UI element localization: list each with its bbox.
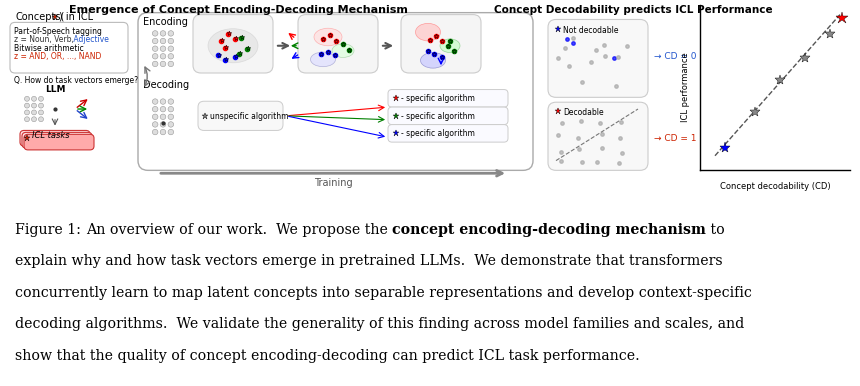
Text: Not decodable: Not decodable bbox=[563, 26, 618, 35]
Circle shape bbox=[152, 61, 158, 67]
Circle shape bbox=[152, 114, 158, 120]
Text: z = Noun, Verb,: z = Noun, Verb, bbox=[14, 35, 74, 44]
Circle shape bbox=[32, 110, 36, 115]
Circle shape bbox=[24, 103, 29, 108]
Text: → CD = 0: → CD = 0 bbox=[654, 52, 697, 61]
Circle shape bbox=[39, 103, 44, 108]
Text: An overview of our work.  We propose the: An overview of our work. We propose the bbox=[86, 223, 392, 237]
Text: → CD = 1: → CD = 1 bbox=[654, 134, 697, 143]
FancyBboxPatch shape bbox=[20, 130, 90, 146]
Circle shape bbox=[39, 110, 44, 115]
Text: show that the quality of concept encoding-decoding can predict ICL task performa: show that the quality of concept encodin… bbox=[15, 349, 640, 362]
Circle shape bbox=[160, 46, 166, 51]
FancyBboxPatch shape bbox=[401, 15, 481, 73]
Ellipse shape bbox=[421, 52, 445, 68]
Circle shape bbox=[160, 114, 166, 120]
Text: ICL tasks: ICL tasks bbox=[32, 131, 70, 140]
Circle shape bbox=[168, 122, 174, 127]
Text: Concept Decodability predicts ICL Performance: Concept Decodability predicts ICL Perfor… bbox=[494, 5, 772, 15]
Circle shape bbox=[168, 114, 174, 120]
FancyBboxPatch shape bbox=[388, 107, 508, 125]
Text: Decodable: Decodable bbox=[563, 108, 604, 117]
FancyBboxPatch shape bbox=[22, 132, 92, 148]
Text: unspecific algorithm: unspecific algorithm bbox=[210, 112, 288, 121]
Circle shape bbox=[160, 38, 166, 44]
Text: - specific algorithm: - specific algorithm bbox=[401, 129, 475, 139]
Circle shape bbox=[168, 107, 174, 112]
Circle shape bbox=[152, 129, 158, 135]
Text: to: to bbox=[706, 223, 725, 237]
Circle shape bbox=[152, 122, 158, 127]
Circle shape bbox=[152, 30, 158, 36]
Circle shape bbox=[24, 117, 29, 122]
Text: z = AND, OR, ..., NAND: z = AND, OR, ..., NAND bbox=[14, 52, 101, 61]
Circle shape bbox=[160, 30, 166, 36]
Text: concurrently learn to map latent concepts into separable representations and dev: concurrently learn to map latent concept… bbox=[15, 286, 752, 300]
Text: Bitwise arithmetic: Bitwise arithmetic bbox=[14, 44, 83, 53]
Ellipse shape bbox=[310, 52, 335, 67]
Circle shape bbox=[168, 54, 174, 59]
Text: ) in ICL: ) in ICL bbox=[59, 12, 93, 22]
Circle shape bbox=[168, 129, 174, 135]
Text: Adjective: Adjective bbox=[71, 35, 109, 44]
Circle shape bbox=[160, 107, 166, 112]
Circle shape bbox=[168, 30, 174, 36]
FancyBboxPatch shape bbox=[388, 90, 508, 107]
Circle shape bbox=[152, 54, 158, 59]
Text: Part-of-Speech tagging: Part-of-Speech tagging bbox=[14, 27, 101, 36]
FancyBboxPatch shape bbox=[138, 13, 533, 170]
FancyBboxPatch shape bbox=[193, 15, 273, 73]
FancyBboxPatch shape bbox=[24, 134, 94, 150]
Text: concept encoding-decoding mechanism: concept encoding-decoding mechanism bbox=[392, 223, 706, 237]
FancyBboxPatch shape bbox=[10, 22, 128, 73]
Circle shape bbox=[32, 96, 36, 101]
Text: Concept decodability (CD): Concept decodability (CD) bbox=[720, 182, 830, 191]
Text: - specific algorithm: - specific algorithm bbox=[401, 95, 475, 103]
Text: Emergence of Concept Encoding-Decoding Mechanism: Emergence of Concept Encoding-Decoding M… bbox=[69, 5, 408, 15]
Ellipse shape bbox=[208, 29, 258, 63]
FancyBboxPatch shape bbox=[388, 125, 508, 142]
Circle shape bbox=[160, 122, 166, 127]
Circle shape bbox=[152, 99, 158, 104]
Text: ICL performance: ICL performance bbox=[680, 53, 690, 122]
Text: Figure 1:: Figure 1: bbox=[15, 223, 86, 237]
Text: Training: Training bbox=[314, 178, 353, 188]
Circle shape bbox=[32, 117, 36, 122]
Circle shape bbox=[39, 117, 44, 122]
FancyBboxPatch shape bbox=[298, 15, 378, 73]
FancyBboxPatch shape bbox=[548, 102, 648, 170]
Circle shape bbox=[152, 38, 158, 44]
Circle shape bbox=[168, 38, 174, 44]
Text: Concepts(: Concepts( bbox=[15, 12, 64, 22]
Circle shape bbox=[152, 46, 158, 51]
Circle shape bbox=[24, 110, 29, 115]
FancyBboxPatch shape bbox=[198, 101, 283, 130]
Circle shape bbox=[39, 96, 44, 101]
Circle shape bbox=[168, 61, 174, 67]
Text: - specific algorithm: - specific algorithm bbox=[401, 112, 475, 121]
Ellipse shape bbox=[415, 24, 440, 41]
Circle shape bbox=[160, 129, 166, 135]
Circle shape bbox=[160, 54, 166, 59]
Text: decoding algorithms.  We validate the generality of this finding across model fa: decoding algorithms. We validate the gen… bbox=[15, 317, 745, 331]
Circle shape bbox=[152, 107, 158, 112]
Circle shape bbox=[160, 61, 166, 67]
Circle shape bbox=[168, 99, 174, 104]
Ellipse shape bbox=[440, 39, 460, 52]
Text: explain why and how task vectors emerge in pretrained LLMs.  We demonstrate that: explain why and how task vectors emerge … bbox=[15, 254, 723, 268]
Ellipse shape bbox=[314, 28, 342, 46]
Circle shape bbox=[168, 46, 174, 51]
Circle shape bbox=[32, 103, 36, 108]
Text: Encoding: Encoding bbox=[143, 17, 187, 27]
FancyBboxPatch shape bbox=[548, 19, 648, 97]
Text: LLM: LLM bbox=[45, 85, 65, 94]
Circle shape bbox=[24, 96, 29, 101]
Circle shape bbox=[160, 99, 166, 104]
Text: Decoding: Decoding bbox=[143, 80, 189, 90]
Text: Q. How do task vectors emerge?: Q. How do task vectors emerge? bbox=[14, 76, 138, 85]
Ellipse shape bbox=[332, 44, 354, 58]
